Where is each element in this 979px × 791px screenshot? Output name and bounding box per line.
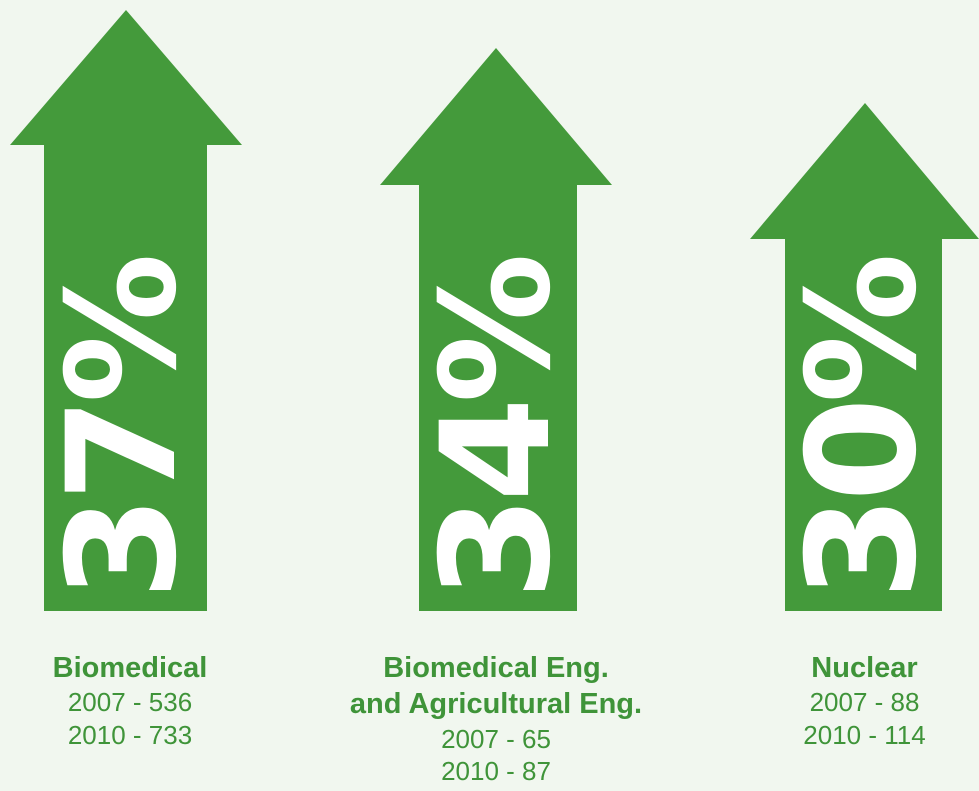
caption-biomedical-agricultural: Biomedical Eng. and Agricultural Eng. 20… <box>296 650 696 788</box>
stat-2010: 2010 - 114 <box>803 719 926 750</box>
arrow-shape <box>380 48 612 611</box>
up-arrow-icon <box>750 103 979 611</box>
arrow-shape <box>10 10 242 611</box>
category-name: Biomedical <box>52 652 208 684</box>
percent-label: 34% <box>410 258 584 600</box>
caption-nuclear: Nuclear 2007 - 88 2010 - 114 <box>750 650 979 751</box>
percent-label: 37% <box>36 258 210 600</box>
stat-2007: 2007 - 65 <box>441 723 551 754</box>
arrow-biomedical-agricultural: 34% <box>380 48 612 611</box>
arrow-biomedical: 37% <box>10 10 242 611</box>
stat-2010: 2010 - 733 <box>67 719 193 750</box>
stat-2010: 2010 - 87 <box>441 756 551 786</box>
stat-2007: 2007 - 536 <box>67 687 193 718</box>
category-name: Biomedical Eng. and Agricultural Eng. <box>349 652 643 721</box>
up-arrow-icon <box>380 48 612 611</box>
percent-label: 30% <box>776 258 950 600</box>
caption-biomedical: Biomedical 2007 - 536 2010 - 733 <box>0 650 260 751</box>
category-name: Nuclear <box>811 652 918 684</box>
up-arrow-icon <box>10 10 242 611</box>
arrow-shape <box>750 103 979 611</box>
stat-2007: 2007 - 88 <box>809 687 920 718</box>
arrow-nuclear: 30% <box>750 103 979 611</box>
